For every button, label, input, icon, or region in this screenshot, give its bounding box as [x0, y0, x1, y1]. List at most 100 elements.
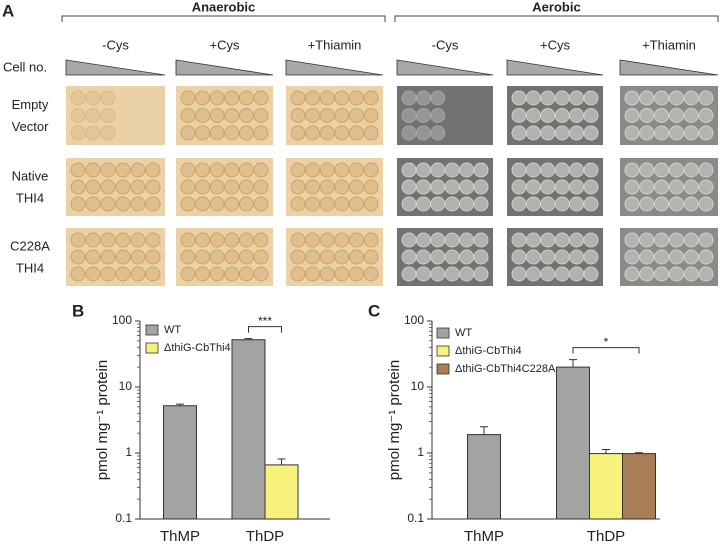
colony-spot — [180, 90, 196, 106]
colony-spot — [319, 179, 335, 195]
legend-label: WT — [164, 324, 181, 336]
colony-spot — [70, 249, 86, 265]
y-tick-label: 100 — [112, 313, 132, 327]
colony-spot — [525, 232, 541, 248]
bar — [467, 434, 501, 520]
error-bar — [277, 458, 286, 465]
colony-spot — [348, 90, 364, 106]
colony-spot — [290, 249, 306, 265]
row-label: Vector — [12, 119, 50, 134]
colony-spot — [290, 90, 306, 106]
colony-spot — [569, 90, 585, 106]
legend-label: ΔthiG-CbThi4 — [164, 342, 231, 354]
colony-spot — [145, 249, 161, 265]
colony-spot — [238, 162, 254, 178]
colony-spot — [253, 196, 269, 212]
colony-spot — [224, 90, 240, 106]
colony-spot — [334, 179, 350, 195]
colony-spot — [624, 249, 640, 265]
colony-spot — [238, 232, 254, 248]
colony-spot — [224, 232, 240, 248]
colony-spot — [569, 266, 585, 282]
colony-spot — [415, 108, 431, 123]
colony-spot — [654, 125, 670, 141]
colony-spot — [180, 266, 196, 282]
panel-label: B — [72, 301, 84, 320]
colony-spot — [319, 196, 335, 212]
colony-spot — [525, 179, 541, 195]
colony-spot — [363, 90, 379, 106]
colony-spot — [195, 196, 211, 212]
colony-spot — [130, 196, 146, 212]
y-tick-label: 100 — [404, 313, 424, 327]
dilution-triangle — [396, 59, 494, 76]
error-bar — [176, 403, 184, 406]
colony-spot — [305, 108, 321, 123]
colony-spot — [100, 125, 116, 141]
x-tick-label: ThDP — [246, 528, 284, 545]
colony-spot — [473, 162, 489, 178]
colony-spot — [224, 162, 240, 178]
colony-spot — [401, 266, 417, 282]
panel-label: A — [2, 1, 14, 20]
colony-spot — [668, 249, 684, 265]
colony-spot — [554, 162, 570, 178]
colony-spot — [319, 90, 335, 106]
colony-spot — [305, 249, 321, 265]
colony-spot — [253, 249, 269, 265]
colony-spot — [554, 232, 570, 248]
colony-spot — [698, 249, 714, 265]
colony-spot — [238, 90, 254, 106]
colony-spot — [444, 196, 460, 212]
colony-spot — [639, 108, 655, 123]
colony-spot — [348, 125, 364, 141]
colony-spot — [668, 266, 684, 282]
colony-spot — [583, 162, 599, 178]
colony-spot — [100, 90, 116, 106]
y-axis-label: pmol mg⁻¹ protein — [94, 360, 111, 480]
colony-spot — [238, 266, 254, 282]
x-tick-label: ThDP — [587, 528, 625, 545]
colony-spot — [209, 266, 225, 282]
row-label: THI4 — [16, 190, 44, 205]
colony-spot — [430, 108, 446, 123]
colony-spot — [698, 162, 714, 178]
colony-spot — [668, 108, 684, 123]
bar — [264, 464, 299, 520]
colony-spot — [85, 266, 101, 282]
colony-spot — [525, 90, 541, 106]
colony-spot — [180, 108, 196, 123]
colony-spot — [290, 232, 306, 248]
colony-spot — [363, 108, 379, 123]
colony-spot — [415, 232, 431, 248]
legend-label: WT — [455, 327, 472, 339]
colony-spot — [415, 90, 431, 106]
colony-spot — [70, 266, 86, 282]
colony-spot — [473, 196, 489, 212]
colony-spot — [195, 125, 211, 141]
colony-spot — [253, 90, 269, 106]
colony-spot — [195, 249, 211, 265]
colony-spot — [334, 108, 350, 123]
colony-spot — [238, 179, 254, 195]
colony-spot — [334, 90, 350, 106]
colony-spot — [698, 125, 714, 141]
colony-spot — [180, 162, 196, 178]
colony-spot — [459, 232, 475, 248]
colony-spot — [195, 179, 211, 195]
colony-spot — [115, 249, 131, 265]
colony-spot — [238, 196, 254, 212]
colony-spot — [511, 266, 527, 282]
column-label: +Cys — [210, 37, 240, 52]
colony-spot — [253, 232, 269, 248]
colony-spot — [654, 162, 670, 178]
colony-spot — [348, 249, 364, 265]
legend-swatch — [436, 363, 450, 375]
y-tick-label: 1 — [125, 445, 132, 459]
colony-spot — [430, 162, 446, 178]
colony-spot — [683, 108, 699, 123]
x-tick-label: ThMP — [160, 528, 200, 545]
colony-spot — [224, 125, 240, 141]
colony-spot — [430, 232, 446, 248]
